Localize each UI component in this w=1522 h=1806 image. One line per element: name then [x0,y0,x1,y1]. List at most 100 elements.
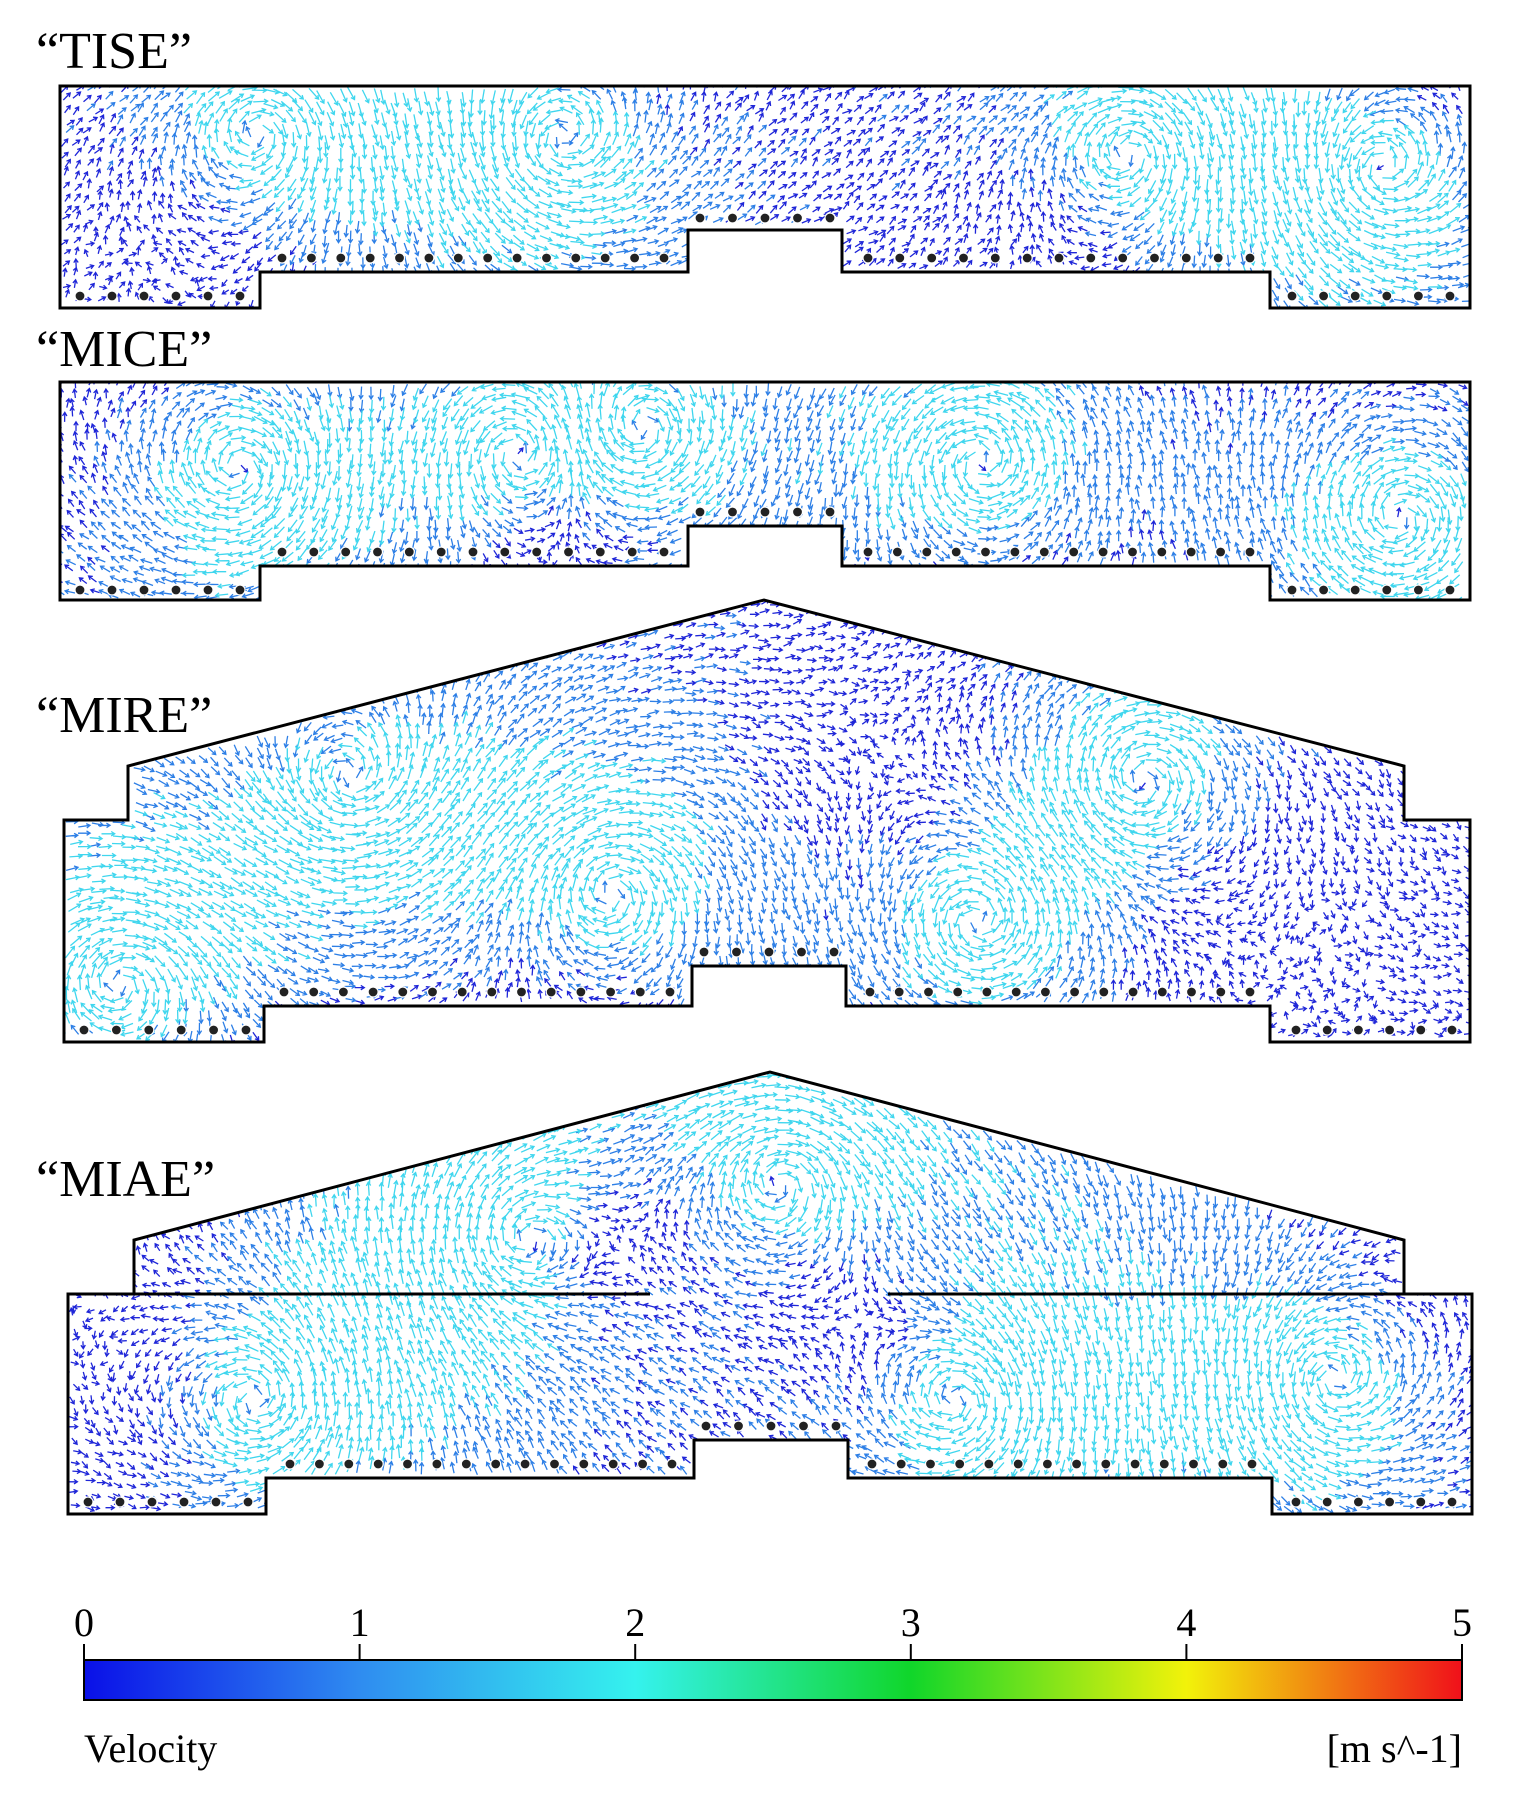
plant-marker [1381,290,1393,302]
plant-marker [460,1458,472,1470]
plant-marker [924,1458,937,1470]
plant-marker [730,946,743,958]
plant-marker [364,252,376,264]
plant-marker [1038,546,1050,558]
plant-marker [146,1496,158,1508]
plant-marker [1126,546,1139,558]
panel-label-mire: “MIRE” [36,687,212,744]
plant-marker [1381,584,1393,596]
plant-marker [515,986,528,998]
plant-marker [202,290,214,302]
plant-marker [1212,252,1224,264]
plant-marker [759,212,771,224]
plant-marker [578,1458,590,1470]
plant-marker [634,986,646,998]
plant-marker [1127,986,1139,998]
plant-marker [1009,546,1021,558]
colorbar-tick-label: 1 [350,1600,370,1645]
plant-marker [393,252,406,264]
plant-marker [694,506,706,518]
plant-marker [1446,1024,1458,1036]
velocity-arrows-slow [229,600,1470,1042]
plant-marker [824,212,836,224]
plant-marker [922,986,935,998]
panel-label-mice: “MICE” [36,321,212,378]
plant-marker [1446,1496,1458,1508]
plant-rows-mire [78,946,1458,1036]
plant-marker [636,1458,649,1470]
plant-marker [335,252,347,264]
panel-tise: “TISE” [36,23,1472,310]
plant-marker [482,252,494,264]
plant-marker [732,1420,745,1432]
plant-marker [791,506,804,518]
plant-marker [1217,1458,1229,1470]
velocity-arrows-mid [65,613,1319,1042]
plant-marker [1317,584,1330,596]
plant-marker [664,986,676,998]
plant-marker [1185,546,1197,558]
plant-marker [726,506,739,518]
plant-marker [372,1458,384,1470]
velocity-field-mice [60,382,1470,600]
plant-marker [1415,1496,1427,1508]
plant-marker [1286,290,1298,302]
plant-marker [1053,252,1065,264]
plant-marker [763,946,775,958]
plant-marker [106,584,118,596]
plant-marker [531,546,543,558]
building-outline-mire [62,598,1472,1044]
plant-marker [1068,546,1080,558]
plant-marker [423,252,435,264]
plant-marker [138,584,150,596]
plant-marker [426,986,439,998]
velocity-field-tise [60,86,1470,308]
plant-marker [78,1024,90,1036]
plant-marker [979,546,992,558]
plant-marker [1412,290,1425,302]
plant-marker [1070,1458,1083,1470]
plant-marker [866,1458,878,1470]
plant-marker [1290,1496,1302,1508]
plant-marker [1098,986,1110,998]
plant-marker [983,1458,995,1470]
plant-marker [570,252,582,264]
velocity-arrows-fast [183,86,1462,308]
velocity-arrows-slow [60,86,1463,308]
plant-marker [795,946,808,958]
plant-marker [540,252,553,264]
plant-marker [456,986,468,998]
plant-marker [1246,1458,1258,1470]
plant-marker [1039,986,1052,998]
plant-marker [628,252,641,264]
plant-marker [726,212,739,224]
plant-marker [891,546,904,558]
plant-marker [234,290,246,302]
velocity-arrows-fast [200,1072,1403,1511]
plant-marker [575,986,587,998]
plant-marker [700,1420,712,1432]
colorbar-ticks: 0 1 2 3 4 5 [74,1600,1472,1660]
plant-marker [1148,252,1161,264]
plant-marker [486,986,498,998]
plant-marker [1244,546,1256,558]
plant-marker [138,290,150,302]
plant-marker [954,1458,966,1470]
plant-marker [921,546,933,558]
plant-marker [1215,986,1227,998]
plant-marker [599,252,611,264]
plant-marker [830,1420,842,1432]
plant-marker [74,290,86,302]
plant-marker [1349,290,1361,302]
plant-marker [305,252,317,264]
panel-miae: “MIAE” [36,1070,1474,1516]
plant-marker [1156,986,1168,998]
plant-marker [401,1458,414,1470]
building-outline-mice [58,380,1472,602]
plant-marker [340,546,352,558]
plant-marker [1317,290,1330,302]
plant-marker [240,1024,252,1036]
velocity-arrows-slow [60,382,1469,594]
plant-marker [594,546,606,558]
